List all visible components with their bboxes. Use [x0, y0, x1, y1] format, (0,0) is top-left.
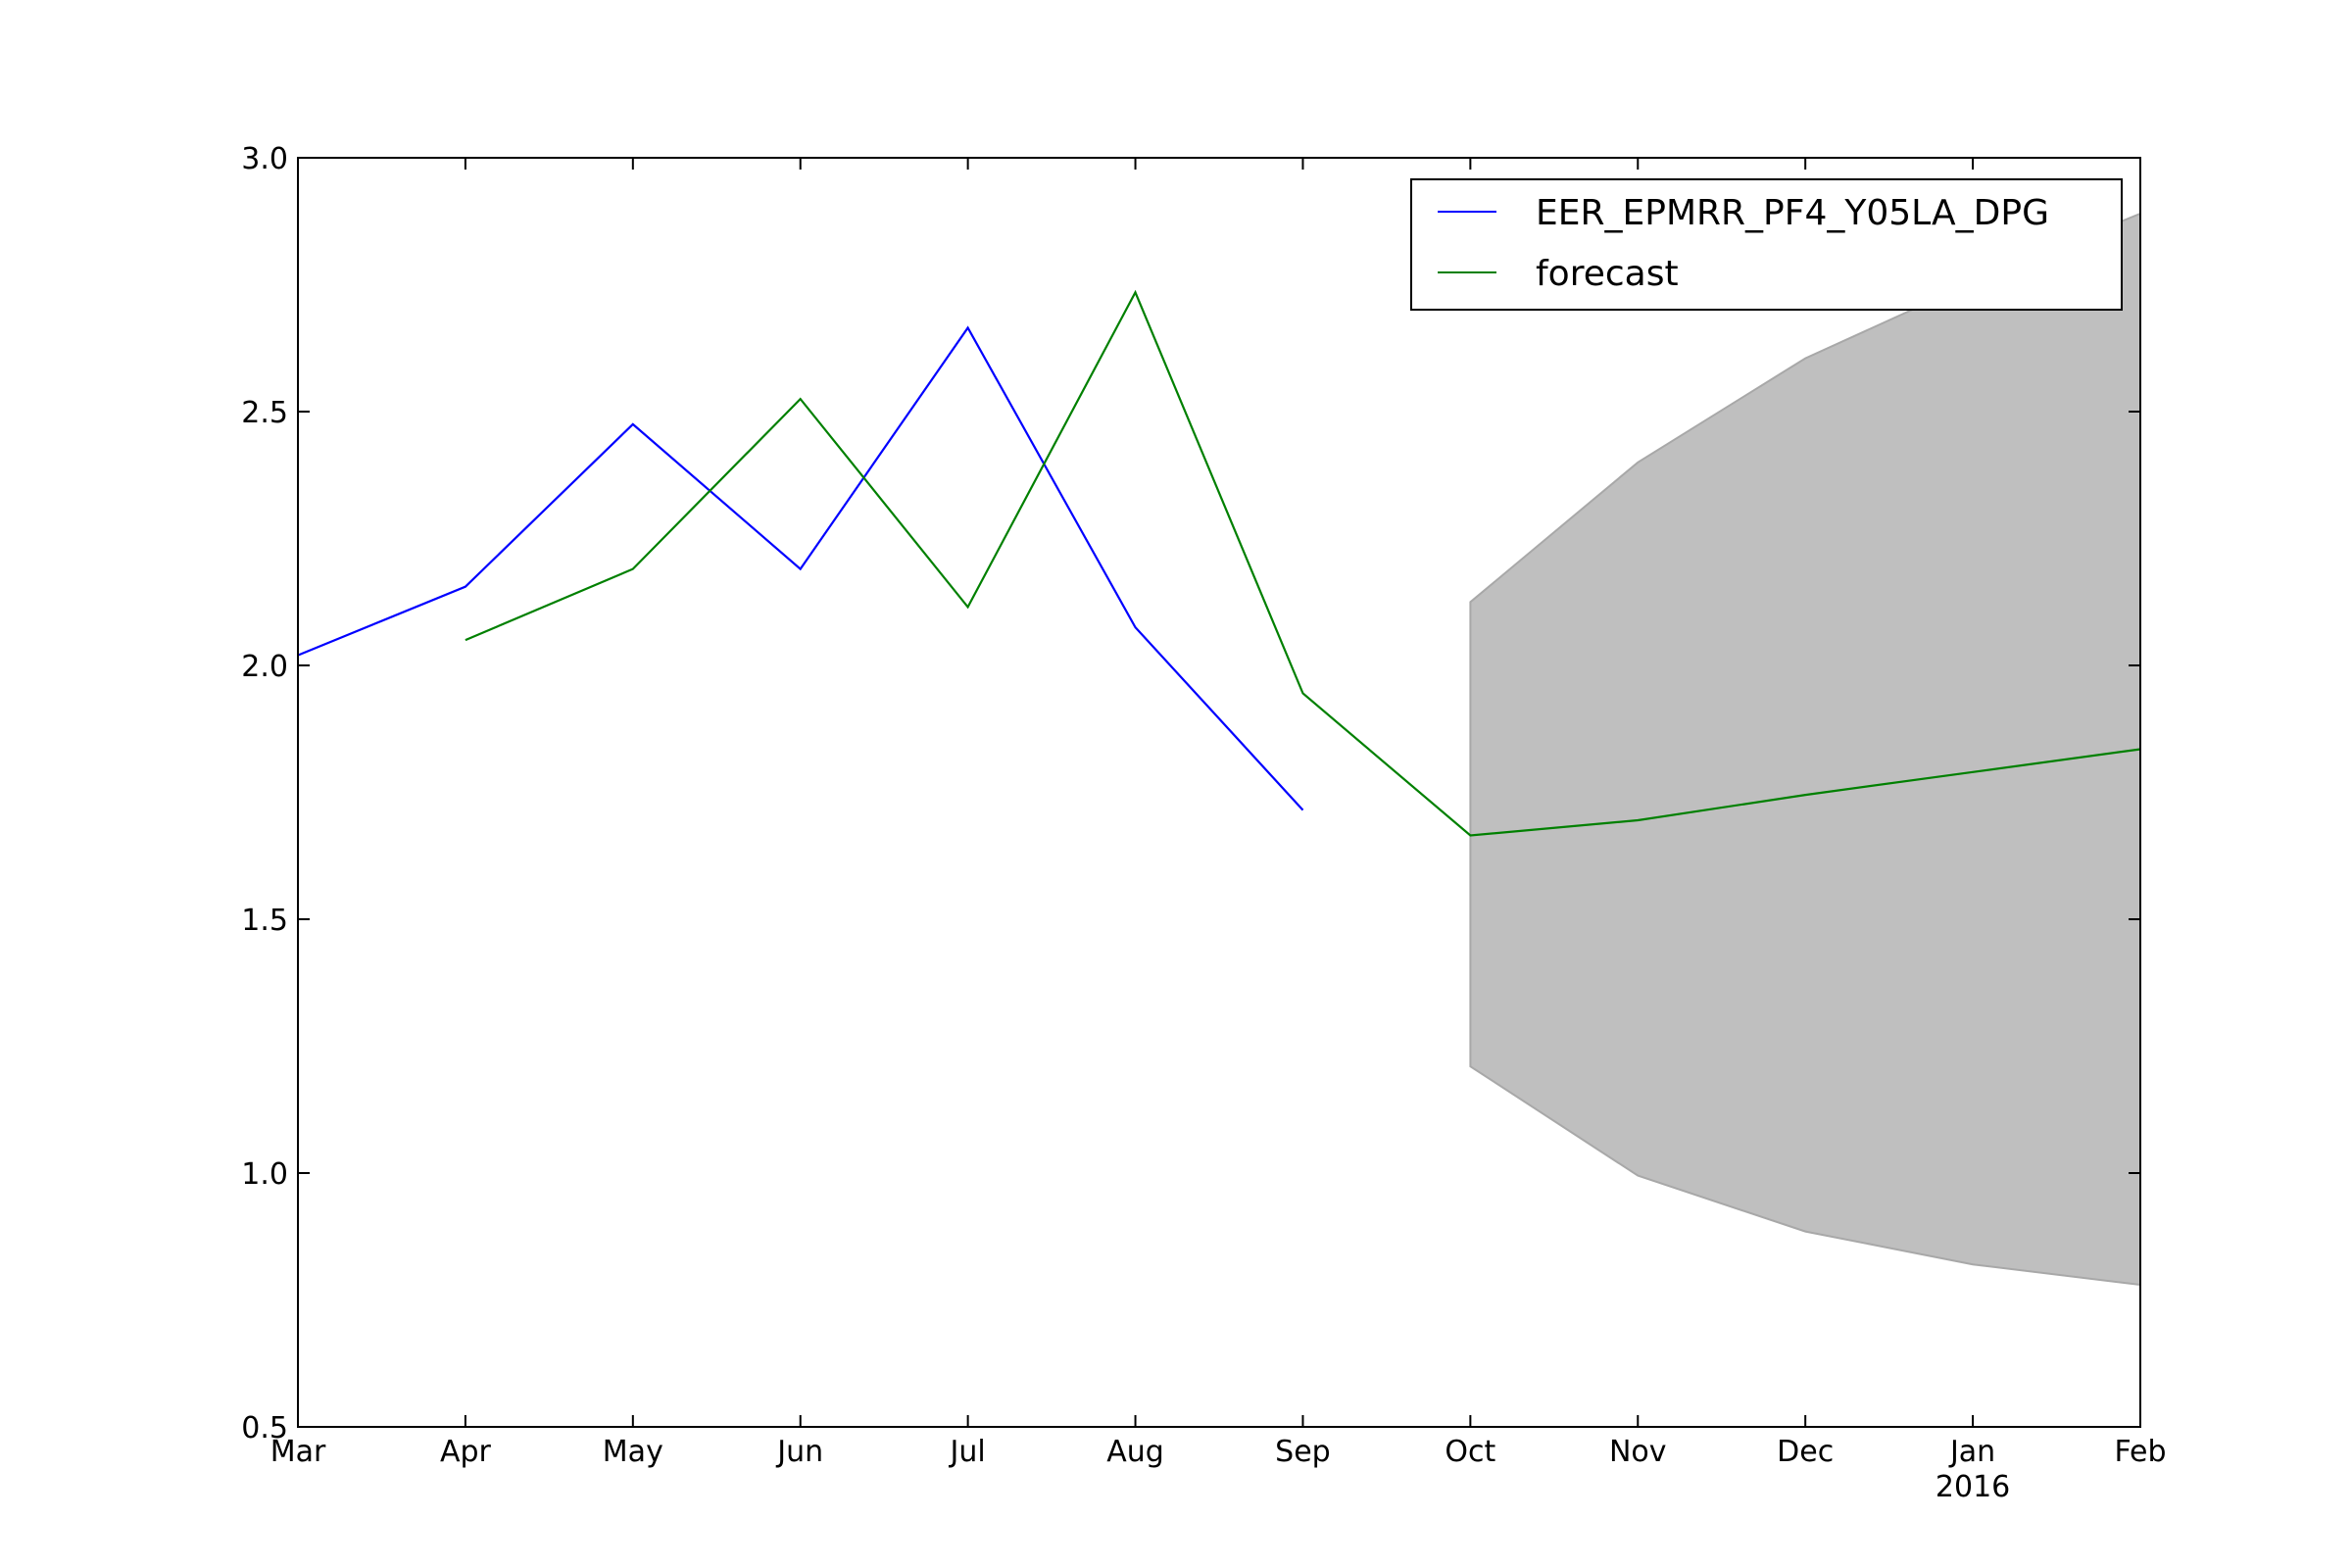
- y-tick-label: 3.0: [241, 142, 288, 176]
- series-line-forecast: [465, 289, 2141, 837]
- y-tick-label: 1.0: [241, 1157, 288, 1192]
- series-layer: [297, 289, 2141, 837]
- y-tick-label: 2.5: [241, 396, 288, 430]
- legend: EER_EPMRR_PF4_Y05LA_DPG forecast: [1410, 178, 2123, 311]
- x-tick-label: Jul: [949, 1435, 986, 1469]
- x-tick-label: May: [603, 1435, 663, 1469]
- y-tick-label: 0.5: [241, 1411, 288, 1446]
- series-line-eer: [297, 325, 1304, 811]
- tick-layer: 0.5 1.0 1.5 2.0 2.5 3.0 Mar Apr May Jun Jul Aug Sep O…: [241, 142, 2166, 1504]
- legend-box: [1410, 178, 2123, 311]
- legend-label-eer: EER_EPMRR_PF4_Y05LA_DPG: [1536, 193, 2049, 233]
- legend-label-forecast: forecast: [1536, 254, 1679, 294]
- x-tick-label: Apr: [440, 1435, 492, 1469]
- plot-frame: [297, 157, 2141, 1428]
- x-tick-label: Aug: [1106, 1435, 1164, 1469]
- x-tick-label: Oct: [1445, 1435, 1495, 1469]
- x-year-label: 2016: [1936, 1470, 2010, 1504]
- x-tick-label: Sep: [1275, 1435, 1331, 1469]
- y-tick-label: 2.0: [241, 650, 288, 684]
- x-tick-label: Dec: [1777, 1435, 1834, 1469]
- x-tick-label: Jan: [1948, 1435, 1995, 1469]
- x-tick-label: Mar: [270, 1435, 326, 1469]
- x-tick-label: Feb: [2114, 1435, 2166, 1469]
- x-tick-label: Jun: [775, 1435, 823, 1469]
- y-tick-label: 1.5: [241, 904, 288, 938]
- x-tick-label: Nov: [1609, 1435, 1667, 1469]
